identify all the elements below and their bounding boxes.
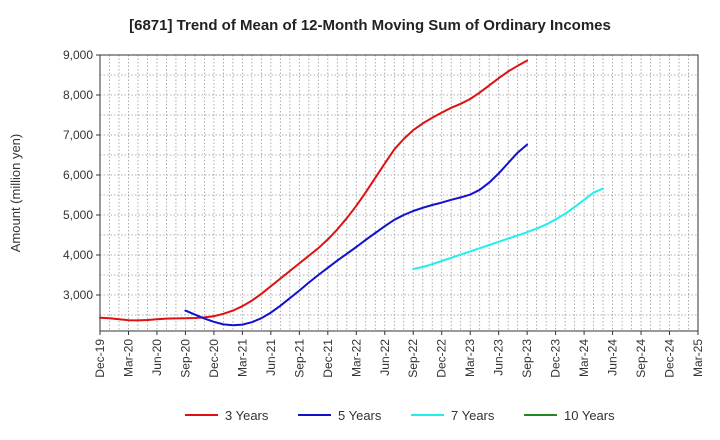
x-tick-label: Sep-24	[634, 339, 648, 378]
x-tick-label: Dec-19	[93, 339, 107, 378]
y-tick-label: 7,000	[63, 128, 93, 142]
x-tick-label: Mar-23	[463, 339, 477, 377]
x-tick-label: Jun-23	[492, 339, 506, 376]
x-tick-label: Dec-21	[321, 339, 335, 378]
legend-label: 5 Years	[338, 408, 382, 423]
chart-title: [6871] Trend of Mean of 12-Month Moving …	[129, 17, 611, 34]
legend-label: 7 Years	[451, 408, 495, 423]
x-tick-label: Dec-20	[207, 339, 221, 378]
x-tick-label: Mar-24	[577, 339, 591, 377]
legend: 3 Years 5 Years 7 Years 10 Years	[185, 408, 615, 423]
y-axis: 3,000 4,000 5,000 6,000 7,000 8,000 9,000	[63, 48, 100, 302]
series	[99, 59, 605, 327]
x-tick-label: Jun-22	[378, 339, 392, 376]
series-line-7-years	[412, 187, 605, 270]
y-tick-label: 6,000	[63, 168, 93, 182]
series-line-5-years	[184, 143, 529, 327]
y-tick-label: 3,000	[63, 288, 93, 302]
y-tick-label: 4,000	[63, 248, 93, 262]
grid	[100, 55, 698, 331]
x-tick-label: Mar-21	[235, 339, 249, 377]
x-tick-label: Mar-22	[349, 339, 363, 377]
x-tick-label: Dec-23	[549, 339, 563, 378]
x-tick-label: Sep-22	[406, 339, 420, 378]
y-axis-title: Amount (million yen)	[8, 134, 23, 253]
x-tick-label: Dec-22	[435, 339, 449, 378]
plot-frame	[99, 54, 699, 332]
x-tick-label: Sep-21	[292, 339, 306, 378]
x-tick-label: Mar-20	[121, 339, 135, 377]
legend-label: 3 Years	[225, 408, 269, 423]
y-tick-label: 8,000	[63, 88, 93, 102]
x-tick-label: Jun-21	[264, 339, 278, 376]
x-tick-label: Sep-23	[520, 339, 534, 378]
x-tick-label: Jun-20	[150, 339, 164, 376]
legend-label: 10 Years	[564, 408, 615, 423]
x-tick-label: Dec-24	[663, 339, 677, 378]
series-line-3-years	[99, 59, 529, 322]
y-tick-label: 5,000	[63, 208, 93, 222]
x-tick-label: Sep-20	[178, 339, 192, 378]
y-tick-label: 9,000	[63, 48, 93, 62]
x-tick-label: Mar-25	[691, 339, 705, 377]
x-axis: Dec-19 Mar-20 Jun-20 Sep-20 Dec-20 Mar-21 Jun-…	[93, 331, 705, 378]
x-tick-label: Jun-24	[606, 339, 620, 376]
